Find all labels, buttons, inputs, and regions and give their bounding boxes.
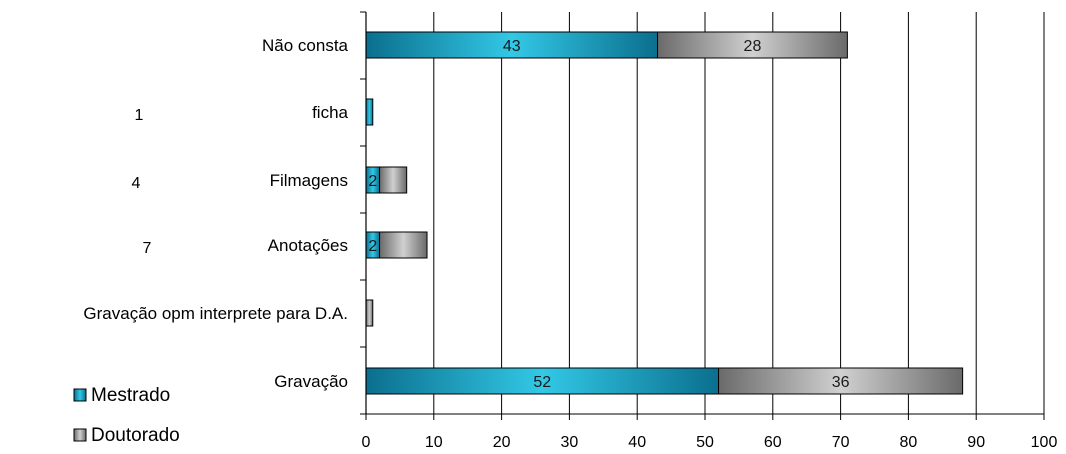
bar-value-label: 2: [368, 173, 377, 190]
x-tick-label: 70: [832, 434, 850, 451]
category-label: ficha: [312, 103, 348, 122]
bar-value-label: 52: [533, 374, 551, 391]
category-label: Não consta: [262, 36, 349, 55]
x-tick-label: 50: [696, 434, 714, 451]
legend-swatch-doutorado: [73, 428, 87, 442]
side-number: 1: [135, 107, 144, 124]
bar-value-label: 36: [832, 374, 850, 391]
x-tick-label: 0: [362, 434, 371, 451]
side-number: 4: [132, 175, 141, 192]
x-tick-label: 100: [1031, 434, 1058, 451]
bar-doutorado-3: [379, 231, 428, 259]
x-tick-label: 40: [628, 434, 646, 451]
legend-label: Doutorado: [91, 425, 180, 446]
legend-label: Mestrado: [91, 385, 170, 406]
x-tick-label: 10: [425, 434, 443, 451]
bar-doutorado-2: [379, 166, 408, 194]
bar-doutorado-0: [657, 31, 848, 59]
bar-doutorado-5: [718, 367, 964, 395]
legend-swatch-mestrado: [73, 388, 87, 402]
category-label: Anotações: [268, 236, 348, 255]
x-tick-label: 30: [561, 434, 579, 451]
x-tick-label: 90: [967, 434, 985, 451]
x-tick-label: 20: [493, 434, 511, 451]
side-number: 7: [143, 240, 152, 257]
bar-doutorado-4: [365, 299, 374, 327]
x-tick-label: 60: [764, 434, 782, 451]
bar-mestrado-5: [365, 367, 720, 395]
bar-value-label: 43: [503, 38, 521, 55]
category-label: Filmagens: [270, 171, 348, 190]
category-label: Gravação opm interprete para D.A.: [83, 304, 348, 323]
bar-value-label: 28: [744, 38, 762, 55]
bar-value-label: 2: [368, 238, 377, 255]
x-tick-label: 80: [900, 434, 918, 451]
category-label: Gravação: [274, 372, 348, 391]
bar-mestrado-1: [365, 98, 374, 126]
